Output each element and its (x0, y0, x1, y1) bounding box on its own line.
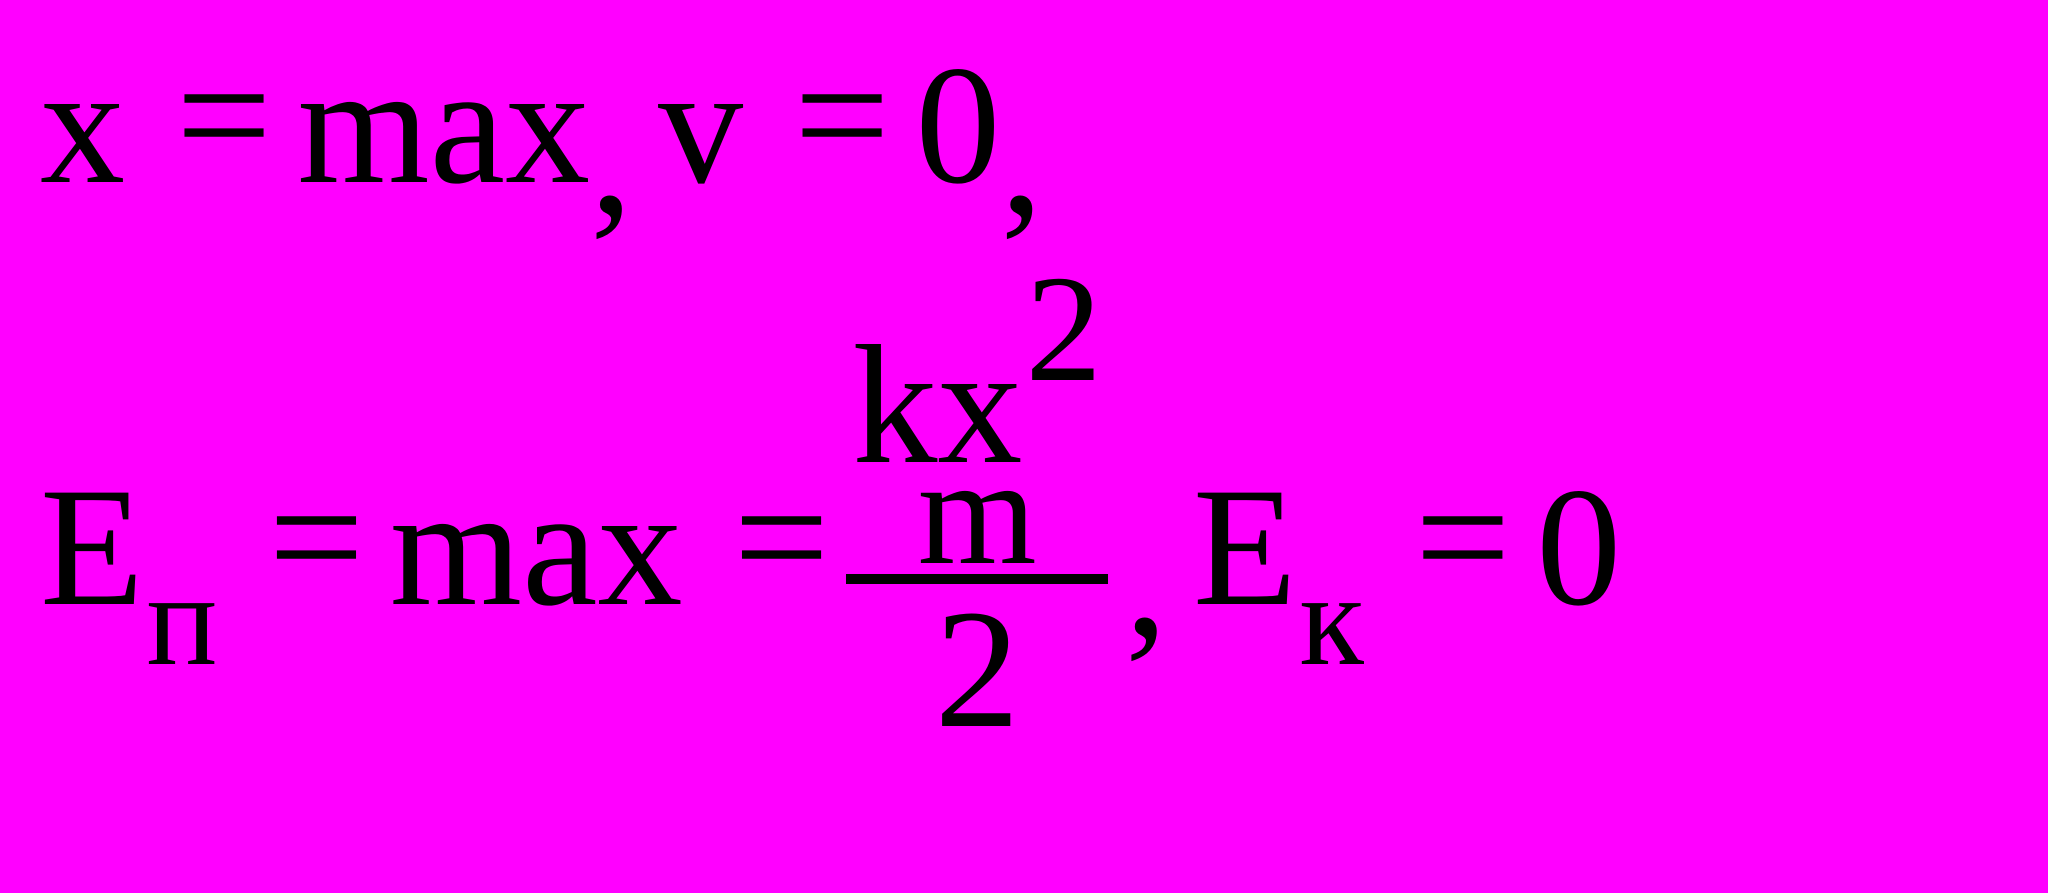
equals-2b: = (734, 452, 830, 622)
text-max-1: max (297, 40, 590, 210)
var-E-kinetic: E (1193, 462, 1297, 632)
comma-2a: , (1125, 493, 1168, 663)
equals-1a: = (176, 30, 272, 200)
fraction-denominator: 2 (929, 584, 1026, 754)
formula-canvas: x = max , v = 0 , E п = max = kx 2 (0, 0, 2048, 893)
text-max-2: max (390, 462, 683, 632)
equals-1b: = (794, 30, 890, 200)
num-exponent-2: 2 (1025, 253, 1102, 406)
subscript-p: п (146, 554, 217, 687)
equation-line-2: E п = max = kx 2 m 2 , E к = (40, 330, 2008, 764)
equals-2a: = (268, 452, 364, 622)
var-E-potential: E (40, 462, 144, 632)
fraction-numerator: kx 2 m (846, 320, 1108, 574)
var-v: v (658, 40, 743, 210)
subscript-k: к (1299, 554, 1363, 687)
fraction: kx 2 m 2 (846, 320, 1108, 754)
num-m-subscript: m (918, 452, 1037, 574)
comma-1b: , (1000, 71, 1043, 241)
zero-2: 0 (1536, 462, 1621, 632)
var-x: x (40, 40, 125, 210)
equals-2c: = (1415, 452, 1511, 622)
comma-1a: , (590, 71, 633, 241)
zero-1: 0 (915, 40, 1000, 210)
equation-line-1: x = max , v = 0 , (40, 40, 2008, 210)
